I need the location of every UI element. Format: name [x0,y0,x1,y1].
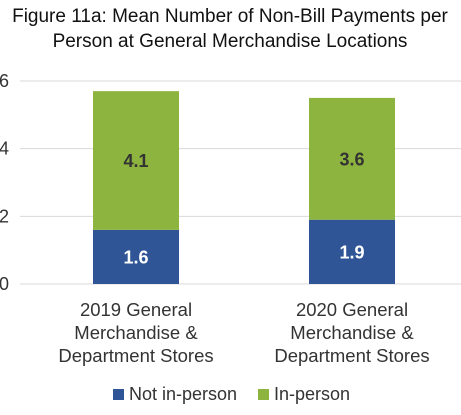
data-label: 1.6 [123,247,148,267]
category-label: Merchandise & [74,322,198,343]
bar-segment [309,97,395,220]
legend-label: In-person [274,384,350,404]
bar-segment [93,229,179,284]
bar-segment [309,219,395,284]
data-label: 3.6 [339,149,364,169]
category-label: 2019 General [80,299,192,320]
y-axis-ticks: 0 2 4 6 [0,71,9,294]
legend-swatch [258,389,269,400]
data-label: 4.1 [123,151,148,171]
category-label: 2020 General [296,299,408,320]
chart-title-line-2: Person at General Merchandise Locations [53,31,408,52]
legend: Not in-person In-person [113,384,350,404]
category-label: Department Stores [274,345,429,366]
y-tick-label: 0 [0,274,9,294]
category-label: Department Stores [58,345,213,366]
bar-segment [93,91,179,230]
legend-swatch [113,389,124,400]
bars: 1.6 4.1 1.9 3.6 [93,91,395,284]
data-label: 1.9 [339,242,364,262]
y-tick-label: 4 [0,139,9,159]
y-tick-label: 2 [0,206,9,226]
chart-title-line-1: Figure 11a: Mean Number of Non-Bill Paym… [12,6,448,27]
y-tick-label: 6 [0,71,9,91]
legend-label: Not in-person [129,384,237,404]
category-label: Merchandise & [290,322,414,343]
